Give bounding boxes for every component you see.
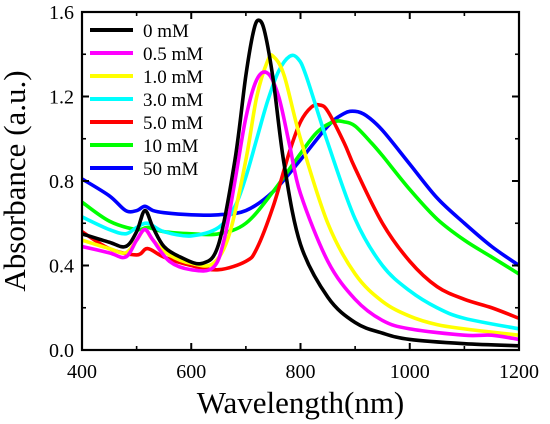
x-axis-title: Wavelength(nm)	[197, 385, 405, 420]
x-tick-label-600: 600	[176, 361, 206, 383]
series-layer	[82, 18, 519, 348]
series-line-1	[82, 18, 519, 348]
legend-label-4: 3.0 mM	[143, 90, 203, 111]
y-axis-title: Absorbance (a.u.)	[0, 70, 32, 291]
x-tick-label-1000: 1000	[390, 361, 430, 383]
y-tick-label-0: 0.0	[49, 340, 74, 362]
series-line-2	[82, 70, 519, 342]
legend-label-1: 0 mM	[143, 21, 189, 42]
series-line-4	[82, 53, 519, 331]
x-tick-label-800: 800	[286, 361, 316, 383]
axes: 400 600 800 1000 1200 0.0 0.4 0.8 1.2 1.6	[49, 2, 539, 383]
legend-label-5: 5.0 mM	[143, 113, 203, 134]
legend-label-6: 10 mM	[143, 136, 199, 157]
y-tick-label-4: 1.6	[49, 2, 74, 24]
y-tick-label-3: 1.2	[49, 87, 74, 109]
y-tick-label-2: 0.8	[49, 171, 74, 193]
x-tick-label-400: 400	[67, 361, 97, 383]
legend-label-2: 0.5 mM	[143, 44, 203, 65]
y-tick-label-1: 0.4	[49, 256, 74, 278]
legend-label-3: 1.0 mM	[143, 67, 203, 88]
x-tick-label-1200: 1200	[499, 361, 539, 383]
legend-label-7: 50 mM	[143, 159, 199, 180]
series-line-5	[82, 102, 519, 321]
